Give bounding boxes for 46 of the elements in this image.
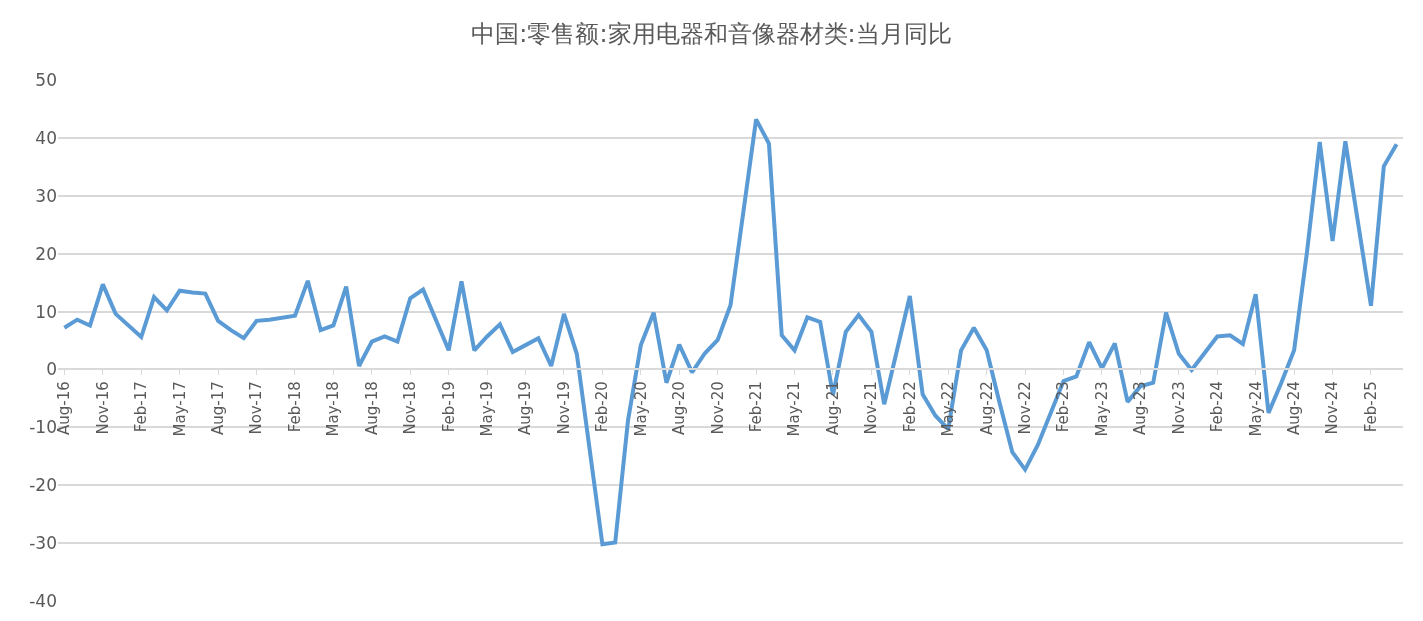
x-tick-label: Nov-16 [93, 381, 112, 435]
x-tick-label: Nov-22 [1015, 381, 1034, 435]
x-tick-label: Aug-19 [516, 381, 535, 435]
x-tick-label: Feb-20 [593, 381, 612, 433]
y-tick-label: -40 [29, 590, 57, 611]
x-tick-label: Aug-23 [1131, 381, 1150, 435]
x-tick-label: Nov-21 [862, 381, 881, 435]
x-tick-label: Nov-19 [554, 381, 573, 435]
x-tick-label: Feb-18 [285, 381, 304, 433]
y-tick-label: -10 [29, 417, 57, 438]
x-tick-label: May-21 [785, 381, 804, 437]
y-tick-label: 50 [35, 69, 57, 90]
x-tick-label: May-22 [939, 381, 958, 437]
x-tick-label: Feb-19 [439, 381, 458, 433]
y-tick-label: -30 [29, 533, 57, 554]
x-tick-label: Aug-24 [1284, 381, 1303, 435]
y-tick-label: -20 [29, 475, 57, 496]
y-tick-label: 0 [46, 359, 57, 380]
x-tick-label: Feb-23 [1054, 381, 1073, 433]
x-tick-label: May-24 [1246, 381, 1265, 437]
x-tick-label: May-19 [477, 381, 496, 437]
y-tick-label: 10 [35, 301, 57, 322]
x-tick-label: May-20 [631, 381, 650, 437]
x-tick-label: Feb-25 [1361, 381, 1380, 433]
x-tick-label: Nov-23 [1169, 381, 1188, 435]
x-tick-label: Feb-24 [1208, 381, 1227, 433]
x-tick-label: Feb-22 [900, 381, 919, 433]
x-tick-label: Aug-21 [823, 381, 842, 435]
x-tick-label: Feb-17 [132, 381, 151, 433]
x-tick-label: May-23 [1092, 381, 1111, 437]
x-tick-label: Aug-20 [670, 381, 689, 435]
x-tick-label: May-18 [324, 381, 343, 437]
x-tick-label: Nov-24 [1323, 381, 1342, 435]
y-tick-label: 40 [35, 127, 57, 148]
x-tick-label: Feb-21 [746, 381, 765, 433]
x-tick-label: Aug-22 [977, 381, 996, 435]
x-tick-label: Aug-17 [208, 381, 227, 435]
x-tick-label: Nov-17 [247, 381, 266, 435]
x-tick-label: Nov-20 [708, 381, 727, 435]
x-tick-label: Nov-18 [401, 381, 420, 435]
x-tick-label: Aug-16 [55, 381, 74, 435]
chart-title: 中国:零售额:家用电器和音像器材类:当月同比 [471, 19, 952, 48]
x-tick-label: May-17 [170, 381, 189, 437]
y-tick-label: 30 [35, 185, 57, 206]
x-tick-label: Aug-18 [362, 381, 381, 435]
y-tick-label: 20 [35, 243, 57, 264]
